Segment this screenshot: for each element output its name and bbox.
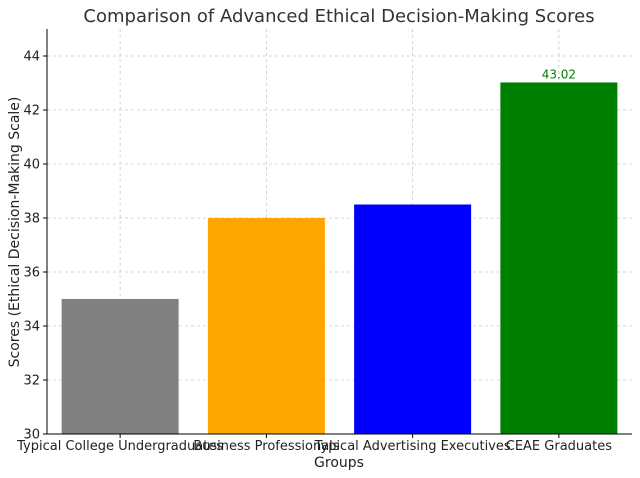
y-tick-label-7: 44 <box>23 50 40 65</box>
bar-0 <box>61 299 179 434</box>
x-tick-label-0: Typical College Undergraduates <box>16 439 223 454</box>
bar-1 <box>207 218 325 434</box>
data-labels: 43.02 <box>542 67 576 81</box>
y-tick-label-3: 36 <box>23 266 40 281</box>
chart-title: Comparison of Advanced Ethical Decision-… <box>83 6 594 27</box>
data-label-0: 43.02 <box>542 67 576 81</box>
x-axis-label: Groups <box>314 455 364 471</box>
y-tick-label-1: 32 <box>23 374 40 389</box>
bar-2 <box>354 204 472 434</box>
x-tick-label-1: Business Professionals <box>193 439 340 454</box>
y-tick-label-0: 30 <box>23 428 40 443</box>
x-tick-label-2: Typical Advertising Executives <box>314 439 511 454</box>
y-tick-label-2: 34 <box>23 320 40 335</box>
bars <box>61 82 618 435</box>
y-tick-label-6: 42 <box>23 104 40 119</box>
bar-3 <box>500 82 618 435</box>
y-tick-label-4: 38 <box>23 212 40 227</box>
y-tick-label-5: 40 <box>23 158 40 173</box>
x-tick-label-3: CEAE Graduates <box>506 439 612 454</box>
y-ticks: 30 32 34 36 38 40 42 44 <box>23 50 47 443</box>
axes <box>46 29 632 435</box>
y-axis-label: Scores (Ethical Decision-Making Scale) <box>7 97 23 368</box>
